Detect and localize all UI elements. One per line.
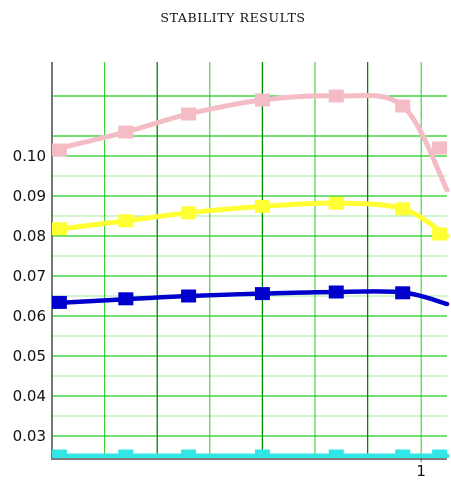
- y-tick-label: 0.03: [13, 427, 46, 445]
- series-2-marker: [52, 222, 67, 236]
- series-1-marker: [181, 107, 197, 121]
- series-4-marker: [118, 449, 134, 458]
- series-3-marker: [118, 292, 134, 306]
- series-2-marker: [181, 206, 197, 220]
- series-4-marker: [432, 449, 448, 458]
- series-1-marker: [118, 125, 134, 139]
- grid: [51, 62, 447, 458]
- y-tick-label: 0.05: [13, 347, 46, 365]
- series-2-marker: [118, 214, 134, 228]
- axes: [51, 62, 447, 462]
- series-1-marker: [254, 93, 270, 107]
- series-3-marker: [395, 286, 411, 300]
- series-2-marker: [254, 199, 270, 213]
- series-3-marker: [254, 287, 270, 301]
- series-4-marker: [395, 449, 411, 458]
- y-tick-label: 0.06: [13, 307, 46, 325]
- y-tick-label: 0.09: [13, 187, 46, 205]
- series-4-marker: [254, 449, 270, 458]
- series-3-line: [52, 289, 450, 307]
- series-2-marker: [432, 227, 448, 241]
- series-2-marker: [395, 202, 411, 216]
- series-4-marker: [52, 449, 67, 458]
- tick-labels: 0.03 0.04 0.05 0.06 0.07 0.08 0.09 0.10 1: [13, 147, 426, 480]
- y-tick-label: 0.08: [13, 227, 46, 245]
- series-4-marker: [181, 449, 197, 458]
- series-1-marker: [52, 143, 67, 157]
- chart-title: STABILITY RESULTS: [160, 10, 305, 25]
- y-tick-label: 0.07: [13, 267, 46, 285]
- series-3-marker: [52, 295, 67, 309]
- series-2-marker: [328, 196, 344, 210]
- series-1-marker: [395, 99, 411, 113]
- y-tick-label: 0.10: [13, 147, 46, 165]
- series-group: [52, 89, 450, 458]
- series-1-marker: [328, 89, 344, 103]
- x-tick-label: 1: [416, 462, 426, 480]
- series-4-marker: [328, 449, 344, 458]
- series-3-marker: [328, 285, 344, 299]
- series-3-marker: [181, 289, 197, 303]
- series-1-marker: [432, 141, 448, 155]
- y-tick-label: 0.04: [13, 387, 46, 405]
- series-2-line: [52, 200, 450, 239]
